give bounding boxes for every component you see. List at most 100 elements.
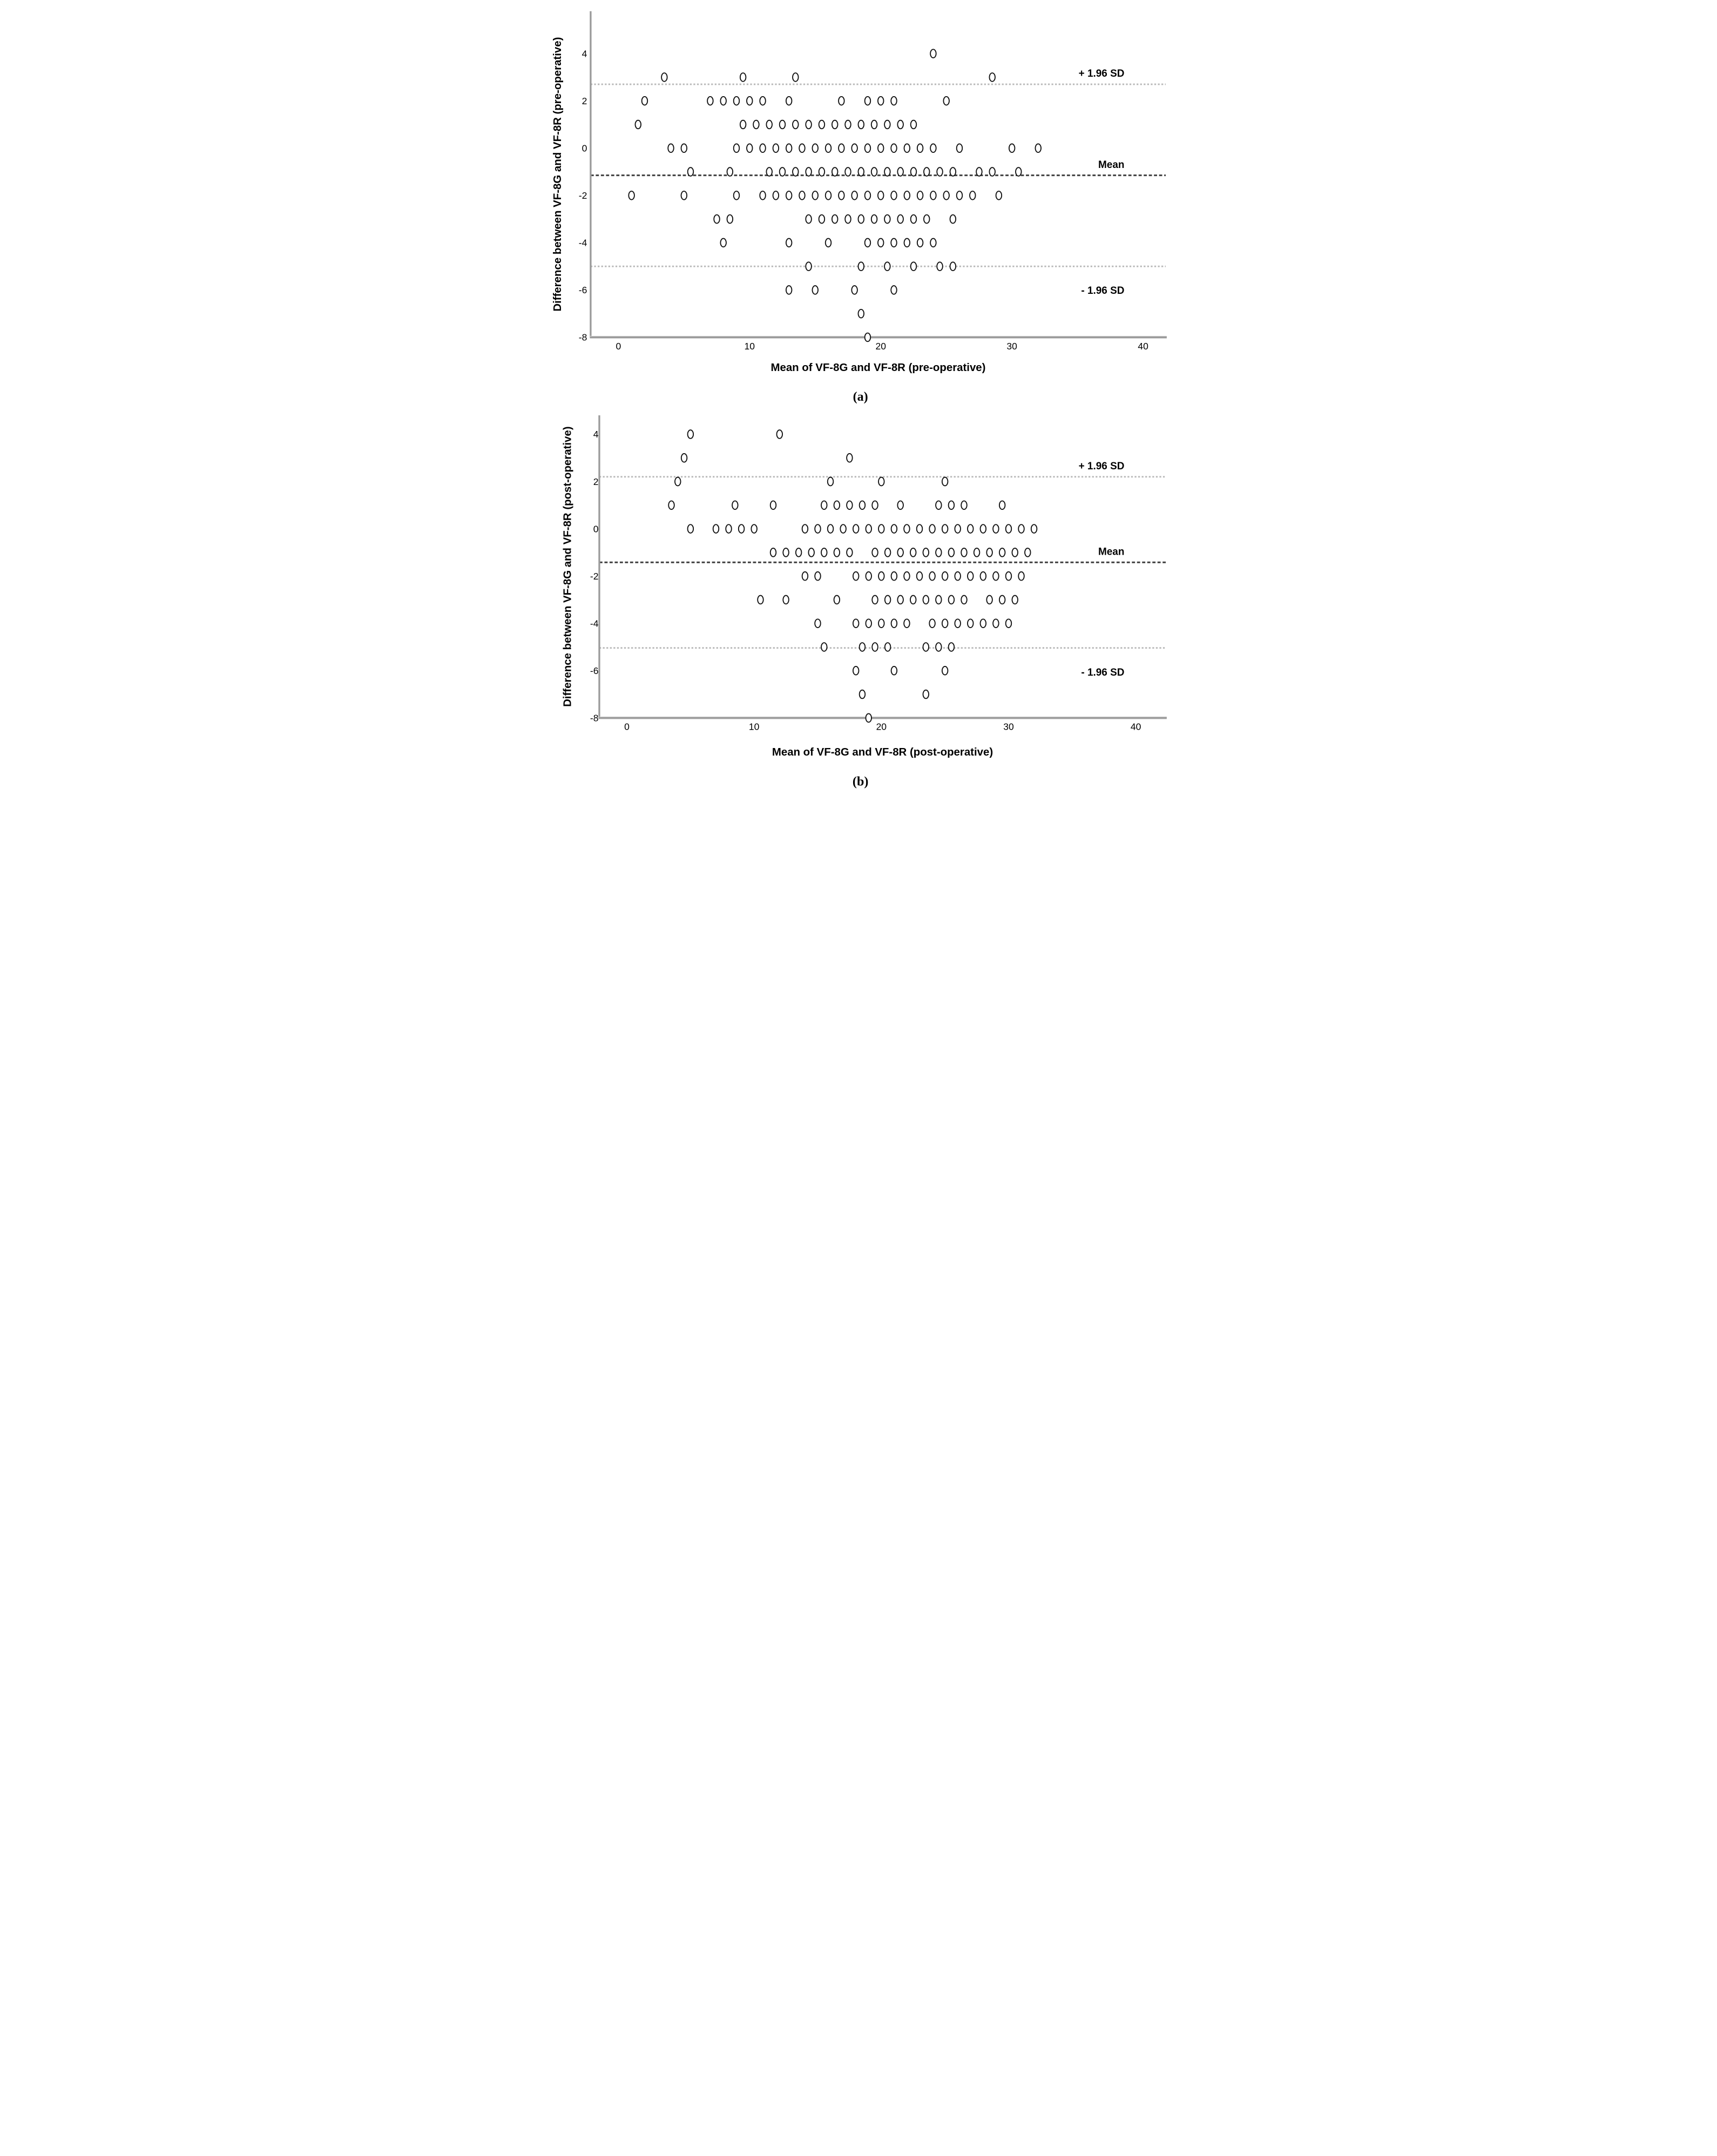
data-point bbox=[680, 453, 688, 463]
data-point bbox=[831, 167, 839, 177]
data-point bbox=[1015, 167, 1022, 177]
data-point bbox=[976, 167, 983, 177]
data-point bbox=[989, 167, 996, 177]
data-point bbox=[1018, 523, 1025, 534]
figure-page: + 1.96 SD Mean - 1.96 SD 0 10 20 30 40 4 2 0 -2 -4 -6… bbox=[545, 0, 1172, 802]
data-point bbox=[890, 238, 897, 248]
data-point bbox=[969, 191, 976, 200]
lower-reference-label: - 1.96 SD bbox=[1081, 285, 1124, 297]
x-axis-title: Mean of VF-8G and VF-8R (post-operative) bbox=[772, 746, 993, 758]
data-point bbox=[986, 595, 993, 604]
data-point bbox=[1011, 595, 1018, 604]
data-point bbox=[852, 665, 860, 676]
data-point bbox=[979, 571, 987, 581]
data-point bbox=[890, 285, 897, 295]
data-point bbox=[814, 523, 821, 534]
data-point bbox=[827, 476, 834, 486]
data-point bbox=[956, 143, 963, 153]
data-point bbox=[720, 238, 727, 248]
data-point bbox=[936, 167, 943, 177]
upper-reference-label: + 1.96 SD bbox=[1079, 461, 1125, 472]
data-point bbox=[979, 523, 987, 534]
data-point bbox=[852, 618, 860, 628]
y-axis-title: Difference between VF-8G and VF-8R (post… bbox=[562, 426, 573, 706]
data-point bbox=[961, 547, 968, 557]
data-point bbox=[910, 214, 917, 224]
data-point bbox=[712, 523, 720, 534]
data-point bbox=[801, 571, 809, 581]
data-point bbox=[805, 119, 812, 130]
data-point bbox=[782, 595, 789, 604]
data-point bbox=[903, 571, 910, 581]
data-point bbox=[903, 143, 911, 153]
data-point bbox=[1024, 547, 1031, 557]
data-point bbox=[870, 167, 878, 177]
data-point bbox=[941, 665, 949, 676]
data-point bbox=[846, 547, 853, 557]
data-point bbox=[814, 618, 821, 628]
data-point bbox=[857, 214, 864, 224]
data-point bbox=[1005, 571, 1012, 581]
data-point bbox=[949, 261, 957, 271]
data-point bbox=[824, 238, 832, 248]
data-point bbox=[923, 167, 930, 177]
data-point bbox=[726, 214, 734, 224]
data-point bbox=[857, 308, 864, 319]
data-point bbox=[916, 143, 924, 153]
data-point bbox=[799, 143, 806, 153]
data-point bbox=[884, 167, 891, 177]
data-point bbox=[782, 547, 789, 557]
data-point bbox=[769, 500, 777, 510]
data-point bbox=[838, 191, 845, 200]
data-point bbox=[846, 500, 853, 510]
data-point bbox=[878, 476, 885, 486]
data-point bbox=[989, 72, 996, 82]
data-point bbox=[897, 595, 904, 604]
data-point bbox=[910, 261, 917, 271]
data-point bbox=[759, 143, 766, 153]
data-point bbox=[668, 500, 675, 510]
data-point bbox=[865, 618, 872, 628]
data-point bbox=[799, 191, 806, 200]
data-point bbox=[890, 571, 898, 581]
data-point bbox=[929, 571, 936, 581]
data-point bbox=[890, 665, 898, 676]
data-point bbox=[746, 96, 753, 106]
y-tick-label: 2 bbox=[582, 96, 587, 106]
data-point bbox=[910, 547, 917, 557]
data-point bbox=[824, 143, 832, 153]
data-point bbox=[967, 523, 974, 534]
y-tick-label: -4 bbox=[579, 238, 587, 248]
data-point bbox=[878, 523, 885, 534]
data-point bbox=[998, 595, 1006, 604]
data-point bbox=[910, 167, 917, 177]
data-point bbox=[979, 618, 987, 628]
data-point bbox=[954, 571, 961, 581]
x-tick-label: 40 bbox=[1131, 721, 1141, 732]
data-point bbox=[877, 96, 884, 106]
x-tick-label: 30 bbox=[1006, 341, 1017, 352]
data-point bbox=[785, 238, 793, 248]
data-point bbox=[1030, 523, 1038, 534]
data-point bbox=[897, 214, 904, 224]
data-point bbox=[766, 119, 773, 130]
data-point bbox=[759, 96, 766, 106]
data-point bbox=[720, 96, 727, 106]
data-point bbox=[930, 238, 937, 248]
data-point bbox=[890, 143, 897, 153]
data-point bbox=[864, 238, 871, 248]
data-point bbox=[1005, 618, 1012, 628]
x-tick-label: 0 bbox=[616, 341, 621, 352]
data-point bbox=[949, 214, 957, 224]
y-tick-label: -2 bbox=[590, 570, 599, 581]
data-point bbox=[738, 523, 745, 534]
data-point bbox=[1008, 143, 1016, 153]
data-point bbox=[930, 143, 937, 153]
data-point bbox=[851, 191, 858, 200]
data-point bbox=[818, 119, 826, 130]
data-point bbox=[779, 167, 786, 177]
data-point bbox=[805, 167, 812, 177]
data-point bbox=[930, 49, 937, 58]
data-point bbox=[897, 167, 904, 177]
